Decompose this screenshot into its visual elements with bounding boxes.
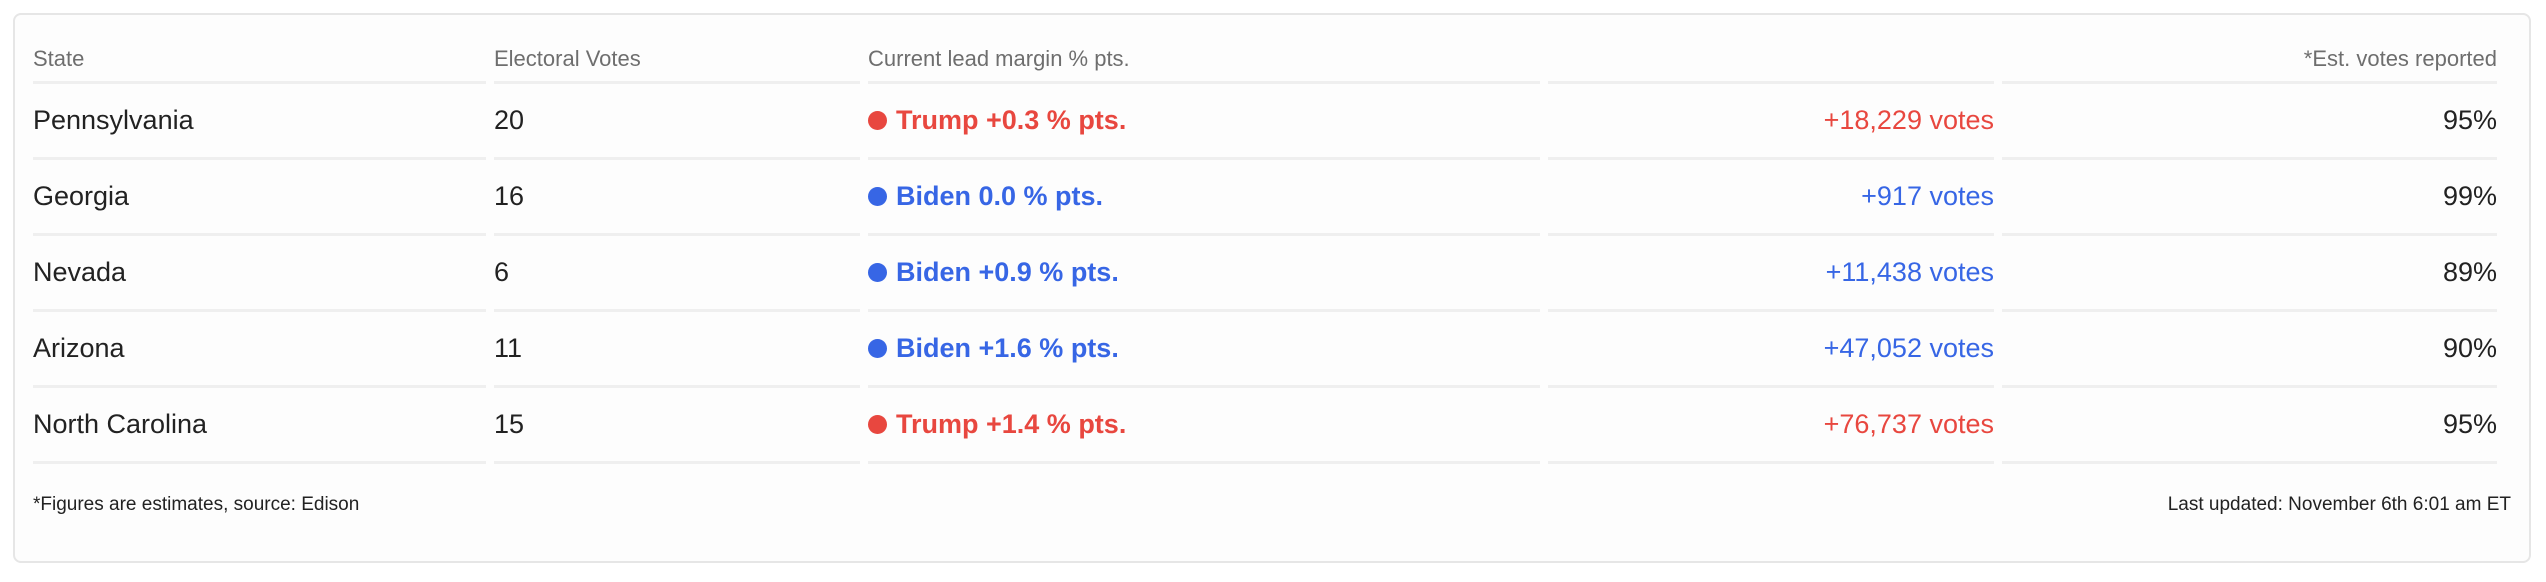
table-header: State Electoral Votes Current lead margi…: [33, 37, 2497, 84]
electoral-votes: 16: [494, 160, 860, 236]
header-reported: *Est. votes reported: [2002, 37, 2497, 84]
table-row: Arizona 11 Biden +1.6 % pts. +47,052 vot…: [33, 312, 2497, 388]
table-row: Nevada 6 Biden +0.9 % pts. +11,438 votes…: [33, 236, 2497, 312]
votes-reported: 99%: [2002, 160, 2497, 236]
lead-text: Biden 0.0 % pts.: [896, 181, 1104, 211]
vote-lead: +76,737 votes: [1548, 388, 1994, 464]
party-dot-icon: [868, 415, 887, 434]
source-note: *Figures are estimates, source: Edison: [33, 494, 360, 515]
party-dot-icon: [868, 339, 887, 358]
header-state: State: [33, 37, 486, 84]
electoral-votes: 11: [494, 312, 860, 388]
lead-text: Trump +0.3 % pts.: [896, 105, 1127, 135]
vote-lead: +917 votes: [1548, 160, 1994, 236]
vote-lead: +18,229 votes: [1548, 84, 1994, 160]
lead-margin: Trump +0.3 % pts.: [868, 84, 1540, 160]
lead-text: Trump +1.4 % pts.: [896, 409, 1127, 439]
table-row: North Carolina 15 Trump +1.4 % pts. +76,…: [33, 388, 2497, 464]
battleground-table: State Electoral Votes Current lead margi…: [25, 37, 2505, 464]
lead-margin: Biden 0.0 % pts.: [868, 160, 1540, 236]
last-updated: Last updated: November 6th 6:01 am ET: [2167, 494, 2511, 515]
lead-margin: Biden +1.6 % pts.: [868, 312, 1540, 388]
results-card: State Electoral Votes Current lead margi…: [13, 13, 2531, 563]
header-lead-margin: Current lead margin % pts.: [868, 37, 1540, 84]
electoral-votes: 15: [494, 388, 860, 464]
votes-reported: 95%: [2002, 84, 2497, 160]
electoral-votes: 20: [494, 84, 860, 160]
lead-margin: Trump +1.4 % pts.: [868, 388, 1540, 464]
header-electoral-votes: Electoral Votes: [494, 37, 860, 84]
party-dot-icon: [868, 187, 887, 206]
lead-text: Biden +0.9 % pts.: [896, 257, 1119, 287]
vote-lead: +11,438 votes: [1548, 236, 1994, 312]
electoral-votes: 6: [494, 236, 860, 312]
votes-reported: 95%: [2002, 388, 2497, 464]
lead-text: Biden +1.6 % pts.: [896, 333, 1119, 363]
votes-reported: 89%: [2002, 236, 2497, 312]
table-row: Pennsylvania 20 Trump +0.3 % pts. +18,22…: [33, 84, 2497, 160]
party-dot-icon: [868, 111, 887, 130]
votes-reported: 90%: [2002, 312, 2497, 388]
party-dot-icon: [868, 263, 887, 282]
state-name: North Carolina: [33, 388, 486, 464]
state-name: Nevada: [33, 236, 486, 312]
state-name: Pennsylvania: [33, 84, 486, 160]
vote-lead: +47,052 votes: [1548, 312, 1994, 388]
header-vote-lead: [1548, 37, 1994, 84]
table-row: Georgia 16 Biden 0.0 % pts. +917 votes 9…: [33, 160, 2497, 236]
state-name: Georgia: [33, 160, 486, 236]
state-name: Arizona: [33, 312, 486, 388]
lead-margin: Biden +0.9 % pts.: [868, 236, 1540, 312]
